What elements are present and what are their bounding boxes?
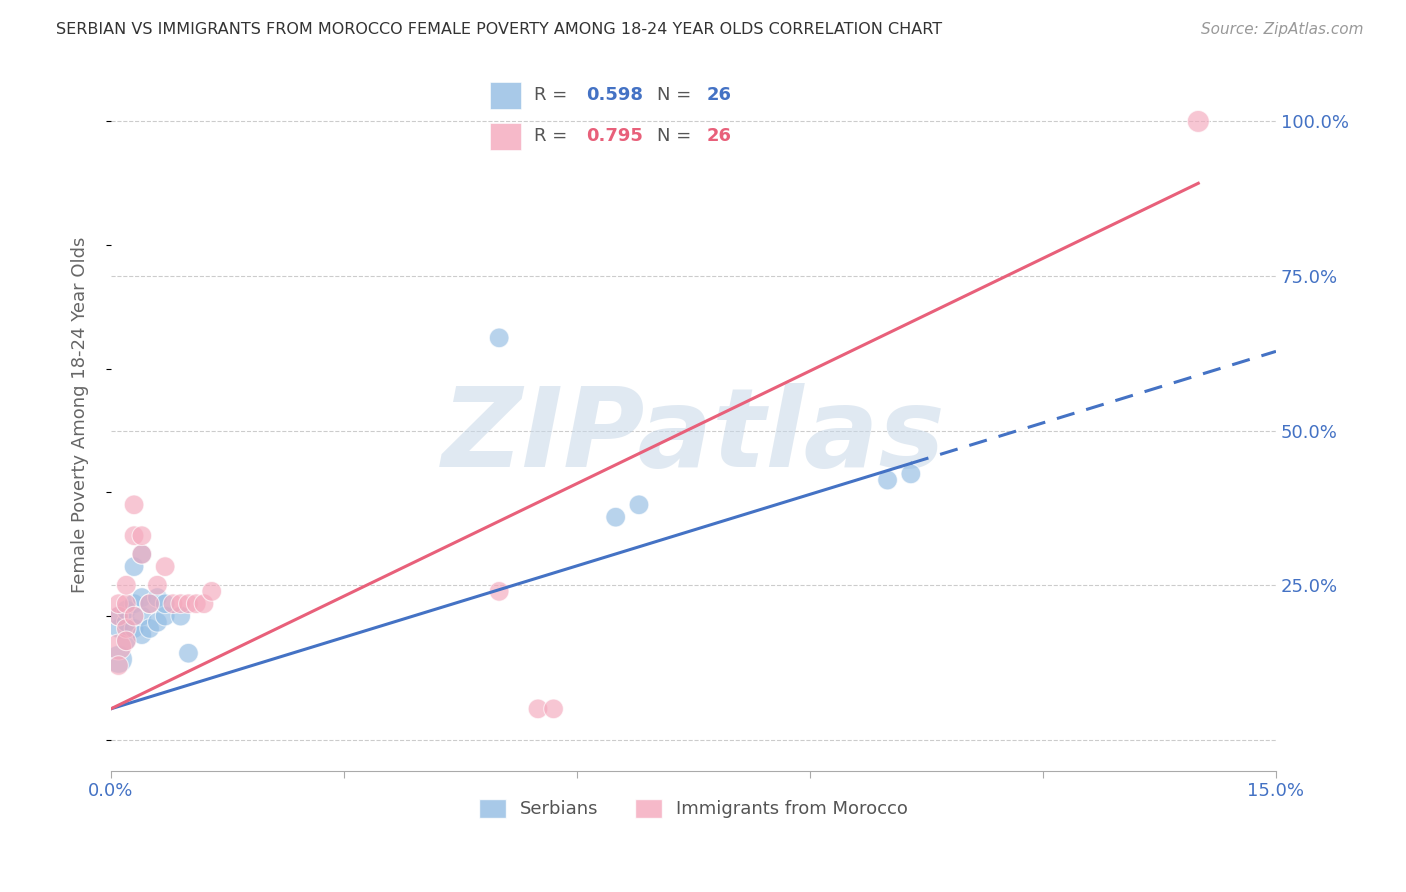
Point xyxy=(122,597,145,611)
Point xyxy=(131,627,153,641)
Point xyxy=(170,609,193,624)
Point xyxy=(170,597,193,611)
Point xyxy=(177,597,200,611)
Text: 0.598: 0.598 xyxy=(586,87,644,104)
Point xyxy=(543,702,565,716)
Point xyxy=(876,473,898,487)
Text: Source: ZipAtlas.com: Source: ZipAtlas.com xyxy=(1201,22,1364,37)
Point xyxy=(138,622,160,636)
Point xyxy=(146,578,169,592)
Point xyxy=(605,510,627,524)
Point xyxy=(488,331,510,345)
Point xyxy=(115,578,138,592)
Point xyxy=(131,591,153,605)
Point xyxy=(131,547,153,561)
Point xyxy=(177,646,200,660)
Point xyxy=(1187,114,1209,128)
Point xyxy=(122,498,145,512)
Point xyxy=(107,658,129,673)
Text: N =: N = xyxy=(658,128,697,145)
Point xyxy=(107,609,129,624)
Point xyxy=(115,615,138,630)
Point xyxy=(201,584,224,599)
Point xyxy=(138,597,160,611)
Bar xyxy=(491,82,522,109)
Point xyxy=(627,498,650,512)
Point xyxy=(115,622,138,636)
Point xyxy=(107,609,129,624)
Text: R =: R = xyxy=(534,87,572,104)
Bar xyxy=(491,123,522,150)
Point xyxy=(146,615,169,630)
Point xyxy=(186,597,208,611)
Text: 26: 26 xyxy=(707,87,733,104)
Legend: Serbians, Immigrants from Morocco: Serbians, Immigrants from Morocco xyxy=(471,792,915,826)
Point xyxy=(488,584,510,599)
Point xyxy=(162,597,184,611)
Text: SERBIAN VS IMMIGRANTS FROM MOROCCO FEMALE POVERTY AMONG 18-24 YEAR OLDS CORRELAT: SERBIAN VS IMMIGRANTS FROM MOROCCO FEMAL… xyxy=(56,22,942,37)
Point xyxy=(131,609,153,624)
Point xyxy=(153,597,176,611)
Point xyxy=(115,597,138,611)
Text: ZIPatlas: ZIPatlas xyxy=(441,383,945,490)
Point xyxy=(146,591,169,605)
Point xyxy=(107,622,129,636)
Point xyxy=(131,529,153,543)
Text: R =: R = xyxy=(534,128,572,145)
Point xyxy=(153,559,176,574)
Point xyxy=(122,529,145,543)
Text: N =: N = xyxy=(658,87,697,104)
Point xyxy=(131,547,153,561)
Text: 0.795: 0.795 xyxy=(586,128,643,145)
Point xyxy=(527,702,550,716)
Text: 26: 26 xyxy=(707,128,733,145)
Point xyxy=(122,622,145,636)
Point xyxy=(107,640,129,654)
Point xyxy=(107,652,129,666)
Point xyxy=(115,633,138,648)
Point xyxy=(193,597,215,611)
Y-axis label: Female Poverty Among 18-24 Year Olds: Female Poverty Among 18-24 Year Olds xyxy=(72,237,89,593)
Point xyxy=(900,467,922,481)
Point xyxy=(153,609,176,624)
Point xyxy=(107,597,129,611)
Point xyxy=(122,609,145,624)
Point xyxy=(138,597,160,611)
Point xyxy=(122,559,145,574)
Point xyxy=(115,633,138,648)
Point xyxy=(115,603,138,617)
